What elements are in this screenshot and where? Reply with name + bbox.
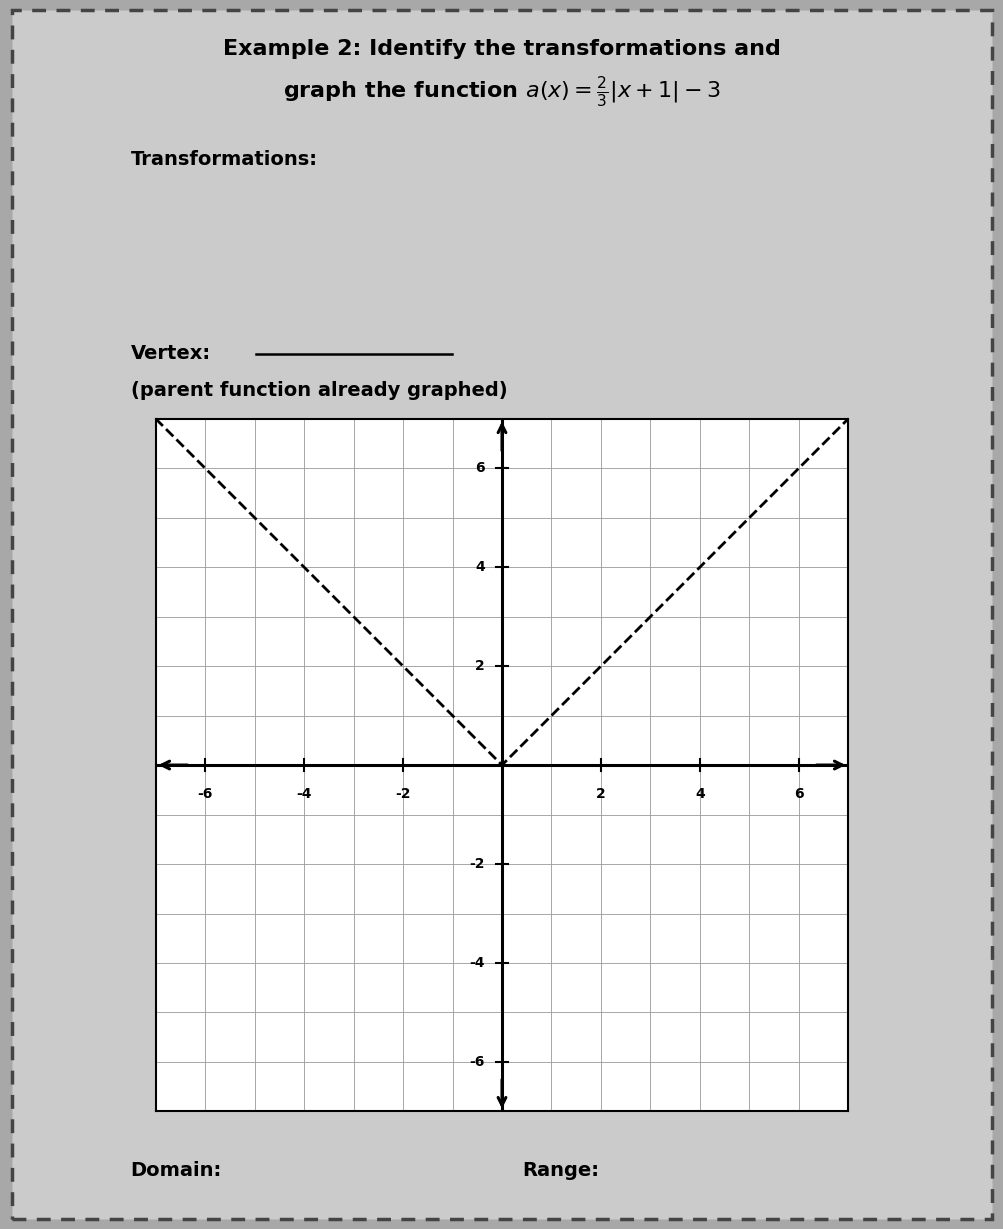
Text: -2: -2	[395, 788, 410, 801]
Text: (parent function already graphed): (parent function already graphed)	[130, 381, 507, 399]
Text: -6: -6	[198, 788, 213, 801]
Text: 6: 6	[793, 788, 803, 801]
Text: Transformations:: Transformations:	[130, 150, 317, 168]
Text: 4: 4	[694, 788, 704, 801]
Text: Range:: Range:	[522, 1161, 599, 1180]
Text: graph the function $a(x) = \frac{2}{3}|x + 1| - 3$: graph the function $a(x) = \frac{2}{3}|x…	[283, 74, 720, 108]
Text: -2: -2	[468, 857, 484, 871]
Text: Domain:: Domain:	[130, 1161, 222, 1180]
Text: Vertex:: Vertex:	[130, 344, 211, 363]
Text: 6: 6	[474, 461, 484, 476]
FancyBboxPatch shape	[12, 10, 991, 1219]
Text: Example 2: Identify the transformations and: Example 2: Identify the transformations …	[223, 39, 780, 59]
Text: 2: 2	[474, 659, 484, 673]
Text: -6: -6	[468, 1054, 484, 1069]
Text: -4: -4	[468, 956, 484, 970]
Text: 4: 4	[474, 560, 484, 574]
Text: 2: 2	[596, 788, 605, 801]
Text: -4: -4	[296, 788, 312, 801]
